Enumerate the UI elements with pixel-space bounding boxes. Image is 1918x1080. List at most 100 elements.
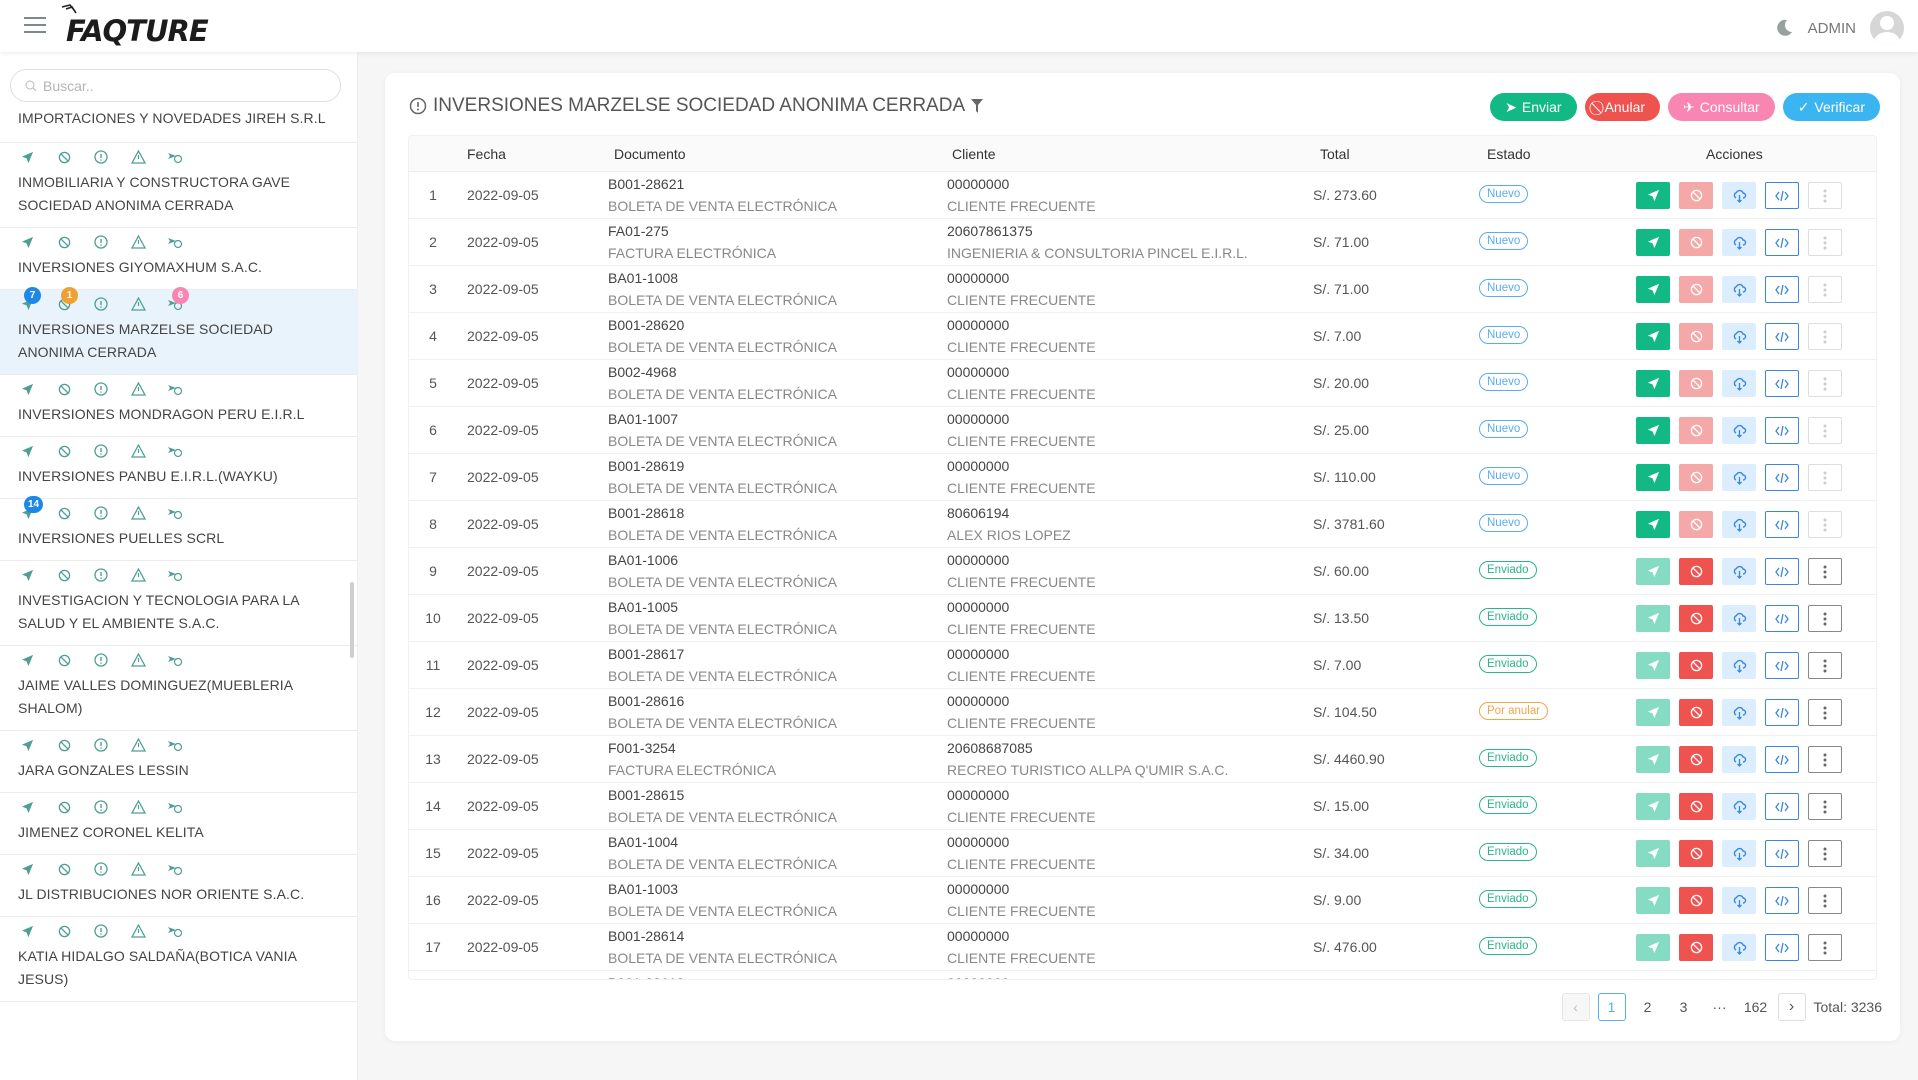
send-icon[interactable] [18,861,36,877]
ban-icon[interactable] [55,923,73,939]
cancel-row-button[interactable] [1679,605,1713,632]
sidebar-company-item[interactable]: JAIME VALLES DOMINGUEZ(MUEBLERIA SHALOM) [0,646,357,731]
sidebar-company-item[interactable]: JARA GONZALES LESSIN [0,731,357,793]
send-icon[interactable] [18,381,36,397]
xml-row-button[interactable] [1765,182,1799,209]
xml-row-button[interactable] [1765,370,1799,397]
ban-icon[interactable] [55,861,73,877]
cancel-row-button[interactable] [1679,511,1713,538]
send-button[interactable]: ➤ Enviar [1490,93,1577,121]
document-number[interactable]: FA01-275 [608,223,669,239]
sidebar-company-item[interactable]: JIMENEZ CORONEL KELITA [0,793,357,855]
query-icon[interactable] [166,505,184,521]
cancel-row-button[interactable] [1679,417,1713,444]
xml-row-button[interactable] [1765,558,1799,585]
xml-row-button[interactable] [1765,652,1799,679]
download-row-button[interactable] [1722,229,1756,256]
ban-icon[interactable] [55,234,73,250]
download-row-button[interactable] [1722,370,1756,397]
download-row-button[interactable] [1722,605,1756,632]
ban-icon[interactable] [55,505,73,521]
logo[interactable]: FAQTURE [61,4,209,48]
filter-icon[interactable] [971,98,984,114]
send-icon[interactable] [18,737,36,753]
more-options-button[interactable] [1808,746,1842,773]
document-number[interactable]: B001-28621 [608,176,685,192]
more-options-button[interactable] [1808,229,1842,256]
query-icon[interactable] [166,737,184,753]
send-row-button[interactable] [1636,511,1670,538]
send-icon[interactable] [18,149,36,165]
document-number[interactable]: BA01-1005 [608,599,679,615]
send-icon[interactable] [18,652,36,668]
query-icon[interactable] [166,799,184,815]
download-row-button[interactable] [1722,511,1756,538]
sidebar-company-item[interactable]: INVERSIONES MONDRAGON PERU E.I.R.L [0,375,357,437]
download-row-button[interactable] [1722,652,1756,679]
document-number[interactable]: BA01-1007 [608,411,679,427]
send-icon[interactable] [18,799,36,815]
send-row-button[interactable] [1636,370,1670,397]
cancel-row-button[interactable] [1679,229,1713,256]
send-row-button[interactable] [1636,182,1670,209]
more-options-button[interactable] [1808,605,1842,632]
document-number[interactable]: BA01-1006 [608,552,679,568]
query-icon[interactable] [166,234,184,250]
more-options-button[interactable] [1808,511,1842,538]
xml-row-button[interactable] [1765,887,1799,914]
xml-row-button[interactable] [1765,511,1799,538]
send-row-button[interactable] [1636,323,1670,350]
xml-row-button[interactable] [1765,417,1799,444]
send-row-button[interactable] [1636,699,1670,726]
search-input[interactable] [43,77,323,94]
warning-icon[interactable] [129,149,147,165]
download-row-button[interactable] [1722,934,1756,961]
document-number[interactable]: B001-28620 [608,317,685,333]
cancel-row-button[interactable] [1679,464,1713,491]
warning-icon[interactable] [129,799,147,815]
info-icon[interactable] [92,505,110,521]
download-row-button[interactable] [1722,887,1756,914]
more-options-button[interactable] [1808,276,1842,303]
document-number[interactable]: B001-28619 [608,458,685,474]
sidebar-company-item[interactable]: JL DISTRIBUCIONES NOR ORIENTE S.A.C. [0,855,357,917]
info-icon[interactable] [92,296,110,312]
query-icon[interactable] [166,149,184,165]
xml-row-button[interactable] [1765,276,1799,303]
query-icon[interactable] [166,923,184,939]
download-row-button[interactable] [1722,558,1756,585]
warning-icon[interactable] [129,234,147,250]
warning-icon[interactable] [129,296,147,312]
more-options-button[interactable] [1808,934,1842,961]
query-icon[interactable] [166,567,184,583]
query-icon[interactable]: 6 [166,287,189,312]
query-icon[interactable] [166,381,184,397]
xml-row-button[interactable] [1765,229,1799,256]
cancel-button[interactable]: ⃠Anular [1584,93,1661,121]
xml-row-button[interactable] [1765,840,1799,867]
moon-icon[interactable] [1774,18,1794,38]
more-options-button[interactable] [1808,323,1842,350]
xml-row-button[interactable] [1765,699,1799,726]
send-row-button[interactable] [1636,887,1670,914]
download-row-button[interactable] [1722,323,1756,350]
warning-icon[interactable] [129,567,147,583]
download-row-button[interactable] [1722,182,1756,209]
send-row-button[interactable] [1636,793,1670,820]
verify-button[interactable]: ✓ Verificar [1782,93,1880,121]
xml-row-button[interactable] [1765,605,1799,632]
document-number[interactable]: B001-28613 [608,975,684,979]
cancel-row-button[interactable] [1679,276,1713,303]
more-options-button[interactable] [1808,417,1842,444]
send-row-button[interactable] [1636,652,1670,679]
sidebar-company-item[interactable]: 7 1 6 INVERSIONES MARZELSE SOCIEDAD ANONIMA… [0,287,357,375]
document-number[interactable]: BA01-1003 [608,881,679,897]
query-icon[interactable] [166,652,184,668]
send-icon[interactable]: 14 [18,496,44,521]
ban-icon[interactable] [55,567,73,583]
ban-icon[interactable] [55,149,73,165]
scrollbar[interactable] [350,582,354,658]
ban-icon[interactable]: 1 [55,287,78,312]
send-row-button[interactable] [1636,934,1670,961]
download-row-button[interactable] [1722,276,1756,303]
